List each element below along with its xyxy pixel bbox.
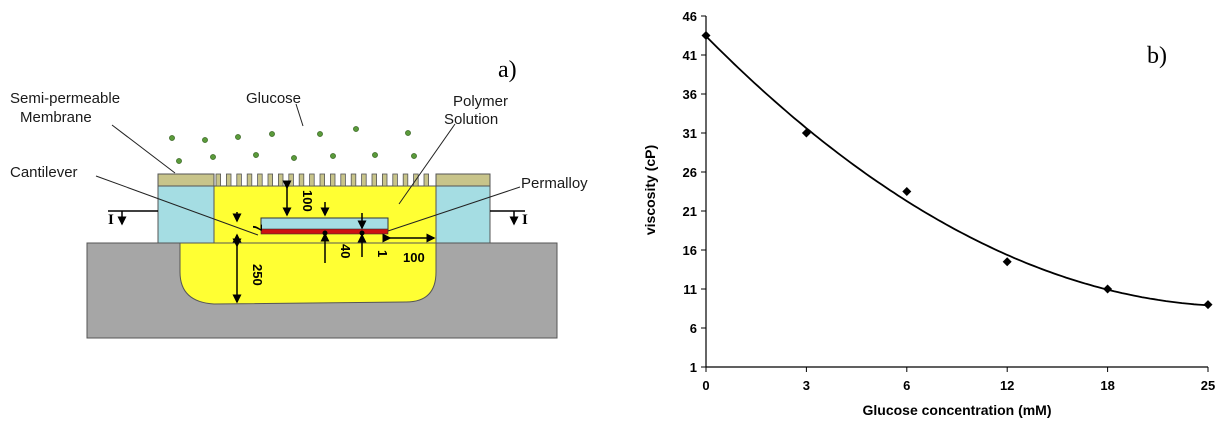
data-point [701, 31, 711, 40]
glucose-dot [405, 130, 411, 136]
glucose-dot [202, 137, 208, 143]
x-tick-label: 18 [1100, 378, 1114, 393]
membrane-leader [111, 124, 176, 174]
membrane-tooth [267, 173, 273, 187]
panel-a-label: a) [498, 57, 517, 83]
dim-1-label: 1 [375, 250, 390, 257]
y-tick-label: 6 [690, 321, 697, 336]
glucose-dot [235, 134, 241, 140]
membrane-tooth [257, 173, 263, 187]
membrane-tooth [319, 173, 325, 187]
x-tick-label: 25 [1201, 378, 1215, 393]
membrane-tooth [236, 173, 242, 187]
dim-250-label: 250 [250, 264, 265, 286]
glucose-dot [210, 154, 216, 160]
glucose-dot [411, 153, 417, 159]
cantilever-label: Cantilever [10, 164, 78, 181]
glucose-label: Glucose [246, 90, 301, 107]
y-tick-label: 36 [683, 87, 697, 102]
polymer-leader [398, 123, 456, 205]
y-tick-label: 21 [683, 204, 697, 219]
section-right-label: I [522, 212, 528, 228]
fit-curve [705, 35, 1207, 307]
data-point [1203, 300, 1213, 310]
polymer-label-line2: Solution [444, 111, 498, 128]
membrane-tooth [246, 173, 253, 187]
y-axis-label: viscosity (cP) [642, 145, 658, 235]
y-tick-label: 1 [690, 360, 697, 375]
x-tick-label: 3 [803, 378, 810, 393]
data-points [701, 31, 1213, 310]
y-tick-label: 16 [683, 243, 697, 258]
glucose-dot [269, 131, 275, 137]
y-tick-label: 31 [683, 126, 697, 141]
data-point [1103, 284, 1113, 294]
membrane-tooth [371, 173, 377, 187]
membrane-tooth [402, 173, 409, 187]
device-schematic: a) Semi-permeable Membrane Glucose Polym… [10, 57, 588, 339]
glucose-leader [295, 103, 304, 127]
x-ticks: 0 3 6 12 18 25 [702, 367, 1215, 393]
x-tick-label: 12 [1000, 378, 1014, 393]
y-tick-label: 46 [683, 9, 697, 24]
dim-1-dot [359, 230, 365, 236]
viscosity-chart: b) viscosity (cP) Glucose concentration … [642, 9, 1215, 418]
membrane-tooth [350, 173, 357, 187]
dim-40-dot [322, 230, 328, 236]
permalloy-leader [387, 186, 521, 232]
membrane-tooth [361, 173, 367, 187]
data-point [1002, 257, 1012, 267]
membrane-tooth [392, 173, 398, 187]
panel-b-label: b) [1147, 43, 1167, 69]
etched-well [179, 242, 437, 305]
membrane-label-line2: Membrane [20, 109, 92, 126]
membrane-comb [215, 173, 429, 187]
glucose-dot [291, 155, 297, 161]
membrane-label-line1: Semi-permeable [10, 90, 120, 107]
y-tick-label: 11 [683, 282, 697, 297]
dim-40-label: 40 [338, 244, 353, 258]
membrane-cap-left [157, 173, 215, 187]
dim-100-top-label: 100 [300, 190, 315, 212]
membrane-tooth [298, 173, 305, 187]
glucose-dot [317, 131, 323, 137]
glucose-dot [353, 126, 359, 132]
data-point [801, 128, 811, 138]
permalloy-label: Permalloy [521, 175, 588, 192]
y-tick-label: 41 [683, 48, 697, 63]
glucose-dot [169, 135, 175, 141]
glucose-dot [176, 158, 182, 164]
membrane-tooth [215, 173, 221, 187]
left-cavity [157, 185, 215, 244]
membrane-tooth [329, 173, 336, 187]
membrane-tooth [340, 173, 346, 187]
right-cavity [435, 185, 491, 244]
glucose-molecules [169, 126, 417, 164]
section-left-label: I [108, 212, 114, 228]
data-point [902, 187, 912, 196]
polymer-label-line1: Polymer [453, 93, 508, 110]
dim-100-right-label: 100 [403, 250, 425, 265]
membrane-tooth [423, 173, 429, 187]
glucose-dot [372, 152, 378, 158]
cantilever-leader [95, 175, 259, 236]
x-tick-label: 0 [702, 378, 709, 393]
dim-7-label: 7 [250, 224, 265, 231]
glucose-dot [330, 153, 336, 159]
membrane-tooth [288, 173, 294, 187]
membrane-tooth [277, 173, 284, 187]
membrane-tooth [309, 173, 315, 187]
x-axis-label: Glucose concentration (mM) [862, 402, 1051, 418]
y-tick-label: 26 [683, 165, 697, 180]
membrane-tooth [225, 173, 232, 187]
x-tick-label: 6 [903, 378, 910, 393]
membrane-tooth [381, 173, 388, 187]
glucose-dot [253, 152, 259, 158]
cantilever-plate [260, 217, 389, 231]
membrane-cap-right [435, 173, 491, 187]
